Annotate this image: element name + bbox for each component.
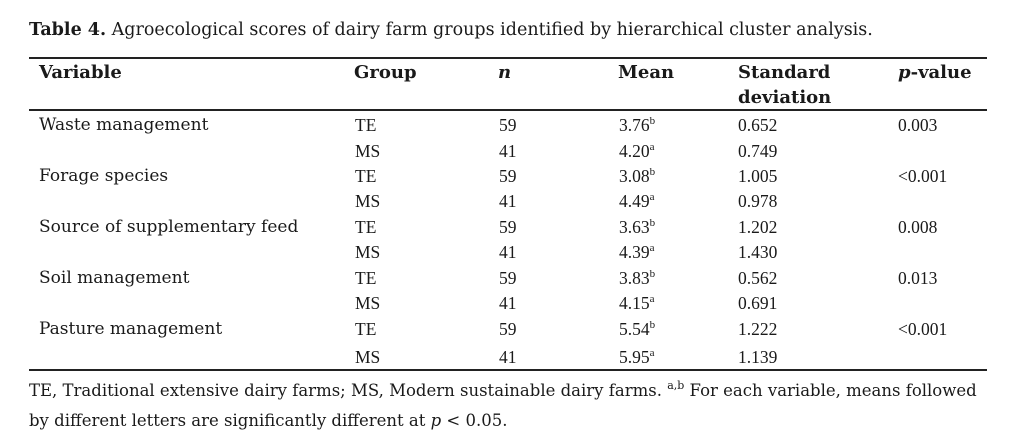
caption-label: Table 4. xyxy=(29,20,107,40)
cell-sd: 0.978 xyxy=(738,191,778,211)
bottom-rule xyxy=(29,369,987,371)
header-sd-line1: Standard xyxy=(738,62,831,83)
mean-value: 4.15 xyxy=(619,293,650,313)
mean-value: 3.08 xyxy=(619,166,650,186)
cell-n: 41 xyxy=(499,347,517,367)
cell-mean: 3.76b xyxy=(619,114,655,136)
mean-value: 4.20 xyxy=(619,141,650,161)
cell-mean: 3.63b xyxy=(619,216,655,238)
header-n-text: n xyxy=(498,62,512,83)
cell-mean: 5.54b xyxy=(619,318,655,340)
cell-sd: 0.749 xyxy=(738,141,778,161)
mean-value: 5.54 xyxy=(619,319,650,339)
header-rule xyxy=(29,109,987,111)
mean-letter: a xyxy=(649,191,655,203)
footnote-part3: < 0.05. xyxy=(441,411,508,430)
top-rule xyxy=(29,57,987,59)
footnote-p-italic: p xyxy=(430,411,442,430)
mean-value: 3.63 xyxy=(619,217,650,237)
cell-mean: 4.20a xyxy=(619,140,655,162)
header-mean: Mean xyxy=(618,62,675,83)
cell-n: 41 xyxy=(499,242,517,262)
cell-n: 59 xyxy=(499,268,517,288)
cell-group: MS xyxy=(355,191,381,211)
mean-letter: b xyxy=(649,268,656,280)
header-n: n xyxy=(498,60,511,85)
cell-group: TE xyxy=(355,268,377,288)
cell-sd: 1.222 xyxy=(738,319,778,339)
footnote-sup: a,b xyxy=(667,379,685,392)
cell-n: 59 xyxy=(499,319,517,339)
footnote-part1: TE, Traditional extensive dairy farms; M… xyxy=(29,381,668,400)
footnote-part2: For each variable, means followed by dif… xyxy=(29,381,977,430)
cell-group: MS xyxy=(355,347,381,367)
cell-variable: Source of supplementary feed xyxy=(39,217,299,237)
cell-mean: 3.08b xyxy=(619,165,655,187)
cell-p: 0.008 xyxy=(898,217,938,237)
cell-variable: Forage species xyxy=(39,166,169,186)
header-group: Group xyxy=(354,62,417,83)
cell-n: 59 xyxy=(499,115,517,135)
cell-p: 0.003 xyxy=(898,115,938,135)
table-footnote: TE, Traditional extensive dairy farms; M… xyxy=(29,376,994,436)
cell-sd: 0.652 xyxy=(738,115,778,135)
cell-mean: 3.83b xyxy=(619,267,655,289)
header-sd-line2: deviation xyxy=(738,87,832,108)
mean-letter: b xyxy=(649,319,656,331)
cell-group: TE xyxy=(355,217,377,237)
cell-sd: 1.202 xyxy=(738,217,778,237)
cell-n: 41 xyxy=(499,191,517,211)
mean-value: 5.95 xyxy=(619,347,650,367)
mean-letter: b xyxy=(649,115,656,127)
mean-letter: a xyxy=(649,347,655,359)
cell-variable: Pasture management xyxy=(39,319,223,339)
cell-sd: 0.562 xyxy=(738,268,778,288)
cell-variable: Soil management xyxy=(39,268,190,288)
mean-letter: a xyxy=(649,293,655,305)
header-standard-deviation: Standard deviation xyxy=(738,60,831,110)
cell-n: 59 xyxy=(499,166,517,186)
cell-mean: 5.95a xyxy=(619,346,655,368)
header-p-italic: p xyxy=(898,62,911,83)
cell-group: TE xyxy=(355,115,377,135)
cell-variable: Waste management xyxy=(39,115,209,135)
cell-p: <0.001 xyxy=(898,166,948,186)
cell-n: 41 xyxy=(499,141,517,161)
cell-group: MS xyxy=(355,293,381,313)
header-p-value: p-value xyxy=(898,60,972,85)
cell-sd: 1.139 xyxy=(738,347,778,367)
mean-value: 3.76 xyxy=(619,115,650,135)
cell-n: 59 xyxy=(499,217,517,237)
cell-sd: 1.430 xyxy=(738,242,778,262)
cell-mean: 4.39a xyxy=(619,241,655,263)
header-p-rest: -value xyxy=(910,62,972,83)
cell-n: 41 xyxy=(499,293,517,313)
mean-letter: a xyxy=(649,242,655,254)
mean-value: 4.39 xyxy=(619,242,650,262)
cell-mean: 4.49a xyxy=(619,190,655,212)
cell-p: <0.001 xyxy=(898,319,948,339)
cell-group: MS xyxy=(355,242,381,262)
cell-p: 0.013 xyxy=(898,268,938,288)
mean-value: 3.83 xyxy=(619,268,650,288)
cell-group: TE xyxy=(355,166,377,186)
cell-sd: 0.691 xyxy=(738,293,778,313)
mean-letter: b xyxy=(649,166,656,178)
cell-group: MS xyxy=(355,141,381,161)
cell-sd: 1.005 xyxy=(738,166,778,186)
cell-group: TE xyxy=(355,319,377,339)
mean-value: 4.49 xyxy=(619,191,650,211)
caption-text: Agroecological scores of dairy farm grou… xyxy=(106,20,873,40)
cell-mean: 4.15a xyxy=(619,292,655,314)
table-caption: Table 4. Agroecological scores of dairy … xyxy=(29,20,989,40)
header-variable: Variable xyxy=(39,62,122,83)
mean-letter: b xyxy=(649,217,656,229)
mean-letter: a xyxy=(649,141,655,153)
